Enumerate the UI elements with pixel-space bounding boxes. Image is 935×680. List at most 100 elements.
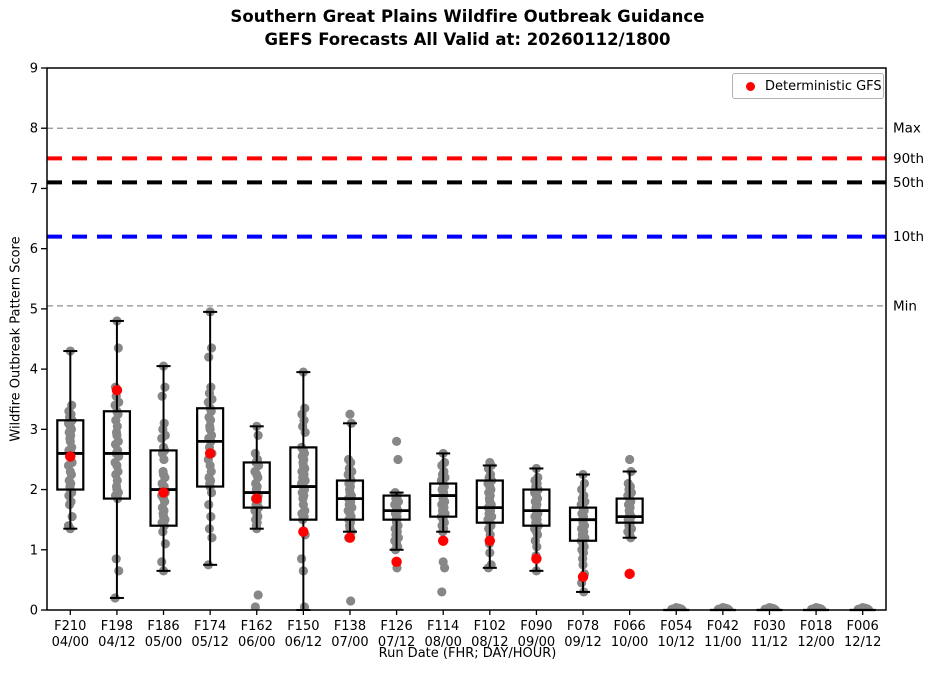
x-tick-label-date: 11/00 — [704, 635, 741, 650]
x-tick-label-date: 07/00 — [331, 635, 368, 650]
x-tick-label-fhr: F030 — [753, 619, 785, 634]
boxplot-F126 — [382, 491, 411, 551]
ensemble-member-dot — [253, 590, 263, 600]
ensemble-member-dot — [391, 436, 402, 446]
ensemble-member-dot — [346, 596, 356, 606]
x-tick-label-date: 07/12 — [378, 635, 415, 650]
x-tick-label-date: 10/12 — [658, 635, 695, 650]
ensemble-member-dot — [299, 602, 310, 610]
x-tick-label-fhr: F198 — [101, 619, 133, 634]
y-tick-label: 6 — [30, 242, 38, 257]
legend: Deterministic GFS — [732, 73, 884, 99]
ensemble-dots-F042 — [713, 602, 734, 610]
ensemble-member-dot — [253, 430, 263, 440]
x-tick-label-fhr: F066 — [613, 619, 645, 634]
y-tick-label: 8 — [30, 122, 38, 137]
axes-frame — [46, 67, 887, 611]
gfs-dot-F162 — [251, 493, 262, 504]
x-tick-label-fhr: F150 — [287, 619, 319, 634]
y-tick-label: 3 — [30, 423, 38, 438]
ensemble-dots-F018 — [806, 602, 827, 610]
ensemble-member-dot — [763, 605, 773, 610]
x-tick-label-fhr: F078 — [567, 619, 599, 634]
chart-title: Southern Great Plains Wildfire Outbreak … — [230, 7, 705, 26]
gfs-dot-F198 — [111, 384, 123, 396]
x-tick-label-fhr: F186 — [147, 619, 179, 634]
gfs-dot-F126 — [391, 556, 402, 568]
ensemble-member-dot — [625, 454, 635, 465]
x-tick-label-fhr: F210 — [54, 619, 86, 634]
ensemble-member-dot — [717, 605, 727, 610]
gfs-dot-F102 — [484, 535, 496, 546]
boxplot-F198 — [102, 319, 132, 599]
x-tick-label-fhr: F006 — [847, 619, 879, 634]
x-tick-label-date: 06/00 — [238, 635, 275, 650]
boxplot-F078 — [568, 473, 598, 593]
ensemble-member-dot — [113, 343, 123, 353]
ensemble-member-dot — [437, 587, 447, 597]
ensemble-member-dot — [856, 605, 867, 610]
iqr-box — [335, 479, 365, 521]
x-tick-label-date: 04/12 — [98, 635, 135, 650]
ensemble-member-dot — [206, 487, 217, 498]
x-tick-label-date: 04/00 — [52, 635, 89, 650]
ensemble-member-dot — [159, 454, 169, 465]
y-tick-label: 4 — [30, 363, 38, 378]
ensemble-member-dot — [670, 605, 680, 610]
ensemble-member-dot — [296, 554, 307, 564]
x-tick-label-fhr: F042 — [707, 619, 739, 634]
legend-label: Deterministic GFS — [765, 78, 882, 94]
ensemble-member-dot — [204, 352, 214, 362]
gfs-dot-F186 — [158, 487, 169, 498]
y-tick-label: 1 — [30, 543, 38, 558]
gfs-dot-F066 — [624, 568, 635, 580]
iqr-box — [102, 410, 132, 500]
gfs-legend-dot-icon — [746, 81, 755, 91]
x-tick-label-fhr: F162 — [241, 619, 273, 634]
chart-subtitle: GEFS Forecasts All Valid at: 20260112/18… — [264, 30, 671, 49]
ensemble-member-dot — [300, 427, 310, 437]
ref-label-10th: 10th — [893, 229, 924, 245]
ensemble-member-dot — [160, 382, 170, 392]
x-axis-label: Run Date (FHR; DAY/HOUR) — [378, 646, 557, 661]
ensemble-member-dot — [206, 343, 217, 353]
ensemble-member-dot — [393, 454, 403, 465]
y-tick-label: 9 — [30, 62, 38, 77]
x-tick-label-date: 05/12 — [191, 635, 228, 650]
iqr-box — [56, 419, 85, 491]
ensemble-member-dot — [114, 566, 124, 576]
ensemble-member-dot — [677, 605, 687, 610]
x-tick-label-fhr: F090 — [520, 619, 552, 634]
ensemble-member-dot — [67, 512, 77, 522]
gfs-dot-F150 — [298, 526, 309, 537]
ensemble-dots-F054 — [667, 602, 687, 610]
iqr-box — [196, 407, 225, 488]
boxplot-F114 — [429, 452, 458, 533]
x-tick-label-date: 08/12 — [471, 635, 508, 650]
iqr-box — [242, 461, 271, 509]
iqr-box — [522, 488, 551, 527]
y-tick-label: 0 — [30, 604, 38, 619]
x-tick-label-date: 06/12 — [285, 635, 322, 650]
iqr-box — [429, 482, 458, 518]
ensemble-member-dot — [439, 563, 450, 573]
x-tick-label-fhr: F126 — [380, 619, 412, 634]
boxplot-F090 — [522, 467, 551, 572]
ensemble-member-dot — [864, 605, 874, 610]
x-tick-label-date: 09/12 — [564, 635, 601, 650]
iqr-box — [475, 479, 504, 524]
ref-label-50th: 50th — [893, 175, 924, 191]
ref-label-90th: 90th — [893, 151, 924, 167]
gfs-dot-F114 — [437, 535, 449, 546]
gfs-dot-F210 — [65, 451, 76, 462]
ref-label-min: Min — [893, 298, 917, 314]
ensemble-member-dot — [250, 602, 260, 610]
ensemble-member-dot — [157, 433, 167, 443]
ensemble-member-dot — [817, 605, 827, 610]
ensemble-member-dot — [207, 533, 217, 543]
x-tick-label-date: 09/00 — [518, 635, 555, 650]
x-tick-label-date: 12/00 — [797, 635, 834, 650]
boxplot-F066 — [615, 470, 644, 539]
gfs-dot-F078 — [577, 571, 589, 583]
